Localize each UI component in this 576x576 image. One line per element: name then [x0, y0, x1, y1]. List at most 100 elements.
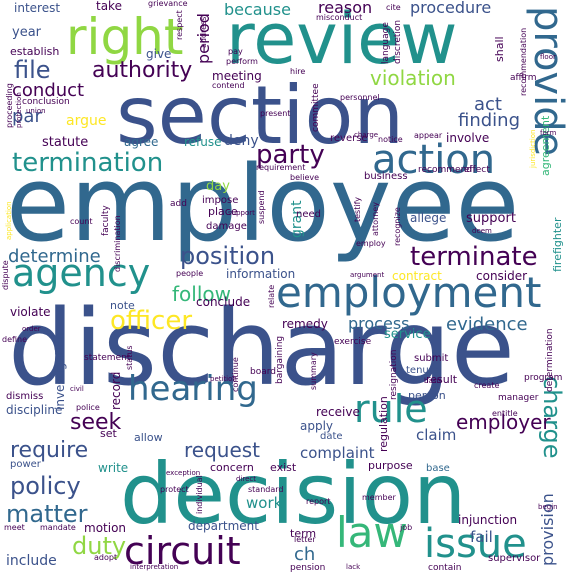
- word-relate: relate: [267, 284, 276, 308]
- word-set: set: [100, 427, 117, 440]
- word-decision: decision: [120, 445, 467, 543]
- word-resignation: resignation: [389, 349, 399, 400]
- word-consider: consider: [476, 269, 528, 283]
- word-rule: rule: [354, 387, 428, 431]
- word-contain: contain: [428, 563, 462, 573]
- word-motion: motion: [84, 521, 127, 535]
- word-fail: fail: [470, 528, 493, 546]
- word-perform: perform: [226, 57, 258, 66]
- word-remedy: remedy: [282, 317, 328, 331]
- word-allow: allow: [134, 431, 163, 444]
- word-person: person: [408, 389, 446, 402]
- word-result: result: [426, 373, 458, 386]
- word-determination: determination: [545, 328, 555, 392]
- word-reverse: reverse: [330, 133, 368, 144]
- word-reason: reason: [318, 0, 373, 17]
- word-hearing: hearing: [128, 369, 258, 409]
- word-violate: violate: [10, 305, 51, 319]
- word-argument: argument: [350, 271, 385, 279]
- word-manager: manager: [498, 393, 539, 403]
- word-contend: contend: [212, 81, 245, 90]
- word-involve: involve: [446, 131, 490, 145]
- word-allege: allege: [410, 211, 447, 225]
- word-base: base: [426, 463, 450, 474]
- word-floor: floor: [540, 53, 556, 61]
- word-form: form: [540, 129, 557, 137]
- word-authority: authority: [92, 58, 193, 83]
- word-discipline: discipline: [6, 403, 63, 417]
- word-circuit: circuit: [124, 529, 241, 573]
- word-discrimination: discrimination: [113, 215, 122, 272]
- word-bargaining: bargaining: [275, 335, 285, 384]
- word-appear: appear: [414, 131, 443, 140]
- word-evidence: evidence: [446, 314, 528, 335]
- word-damage: damage: [206, 221, 247, 232]
- word-claim: claim: [416, 426, 457, 444]
- word-policy: policy: [10, 472, 81, 500]
- word-conclude: conclude: [196, 295, 251, 309]
- word-law: law: [336, 508, 408, 557]
- word-lack: lack: [346, 563, 361, 571]
- word-count: count: [70, 217, 93, 226]
- word-petition: petition: [210, 375, 237, 383]
- word-employer: employer: [456, 410, 551, 434]
- word-requirement: requirement: [256, 163, 306, 172]
- word-service: service: [384, 327, 431, 342]
- word-position: position: [180, 242, 276, 270]
- word-support: support: [466, 211, 516, 226]
- word-tenure: tenure: [406, 365, 439, 376]
- word-dispute: dispute: [1, 260, 10, 290]
- word-injunction: injunction: [458, 513, 518, 527]
- word-terminate: terminate: [410, 242, 538, 272]
- word-impose: impose: [202, 195, 239, 206]
- word-supervisor: supervisor: [488, 553, 541, 564]
- word-act: act: [474, 94, 502, 115]
- word-order: order: [22, 325, 41, 333]
- word-police: police: [76, 403, 100, 412]
- word-discretion: discretion: [393, 19, 403, 64]
- word-basis: basis: [424, 377, 442, 385]
- word-summary: summary: [309, 352, 318, 390]
- word-note: note: [110, 299, 135, 312]
- word-charge-small: charge: [354, 131, 379, 139]
- word-job: job: [400, 523, 413, 532]
- word-personnel: personnel: [340, 93, 380, 102]
- word-pay: pay: [228, 47, 243, 56]
- word-believe: believe: [290, 173, 320, 182]
- word-record: record: [109, 371, 123, 410]
- word-right: right: [66, 8, 184, 66]
- word-faculty: faculty: [101, 205, 111, 236]
- word-issue: issue: [424, 521, 527, 567]
- word-determine: determine: [8, 246, 101, 267]
- word-exist: exist: [270, 461, 297, 474]
- word-par: par: [12, 106, 42, 127]
- word-duty: duty: [72, 532, 127, 560]
- word-party: party: [256, 140, 325, 170]
- word-concern: concern: [210, 461, 254, 474]
- word-misconduct: misconduct: [316, 13, 363, 22]
- word-proceeding: proceeding: [5, 83, 14, 128]
- word-follow: follow: [172, 282, 231, 306]
- word-statute: statute: [42, 135, 89, 150]
- word-exception: exception: [166, 469, 201, 477]
- word-effect: effect: [464, 165, 490, 175]
- word-civil: civil: [70, 385, 84, 393]
- word-program: program: [524, 373, 563, 383]
- word-finding: finding: [458, 110, 521, 131]
- word-request: request: [184, 438, 261, 462]
- word-deny: deny: [224, 133, 259, 149]
- word-interpretation: interpretation: [130, 563, 179, 571]
- word-shall: shall: [493, 36, 506, 62]
- word-take: take: [96, 0, 122, 13]
- word-affirm: affirm: [510, 73, 537, 83]
- word-individual: individual: [195, 475, 204, 514]
- word-interest: interest: [14, 1, 61, 15]
- word-need: need: [296, 209, 321, 220]
- word-notice: notice: [378, 135, 403, 144]
- word-testify: testify: [353, 197, 362, 222]
- word-process: process: [348, 314, 410, 333]
- word-standard: standard: [248, 485, 284, 494]
- word-agree: agree: [124, 135, 159, 149]
- word-protect: protect: [160, 485, 189, 494]
